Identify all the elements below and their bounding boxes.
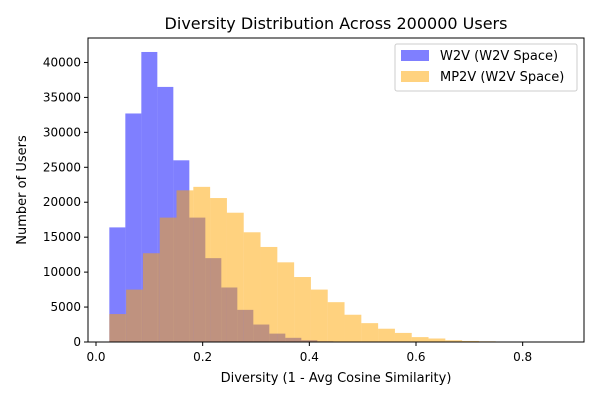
y-tick-label: 10000: [43, 265, 81, 279]
histogram-bar: [412, 337, 429, 342]
y-tick-label: 15000: [43, 230, 81, 244]
histogram-bar: [193, 187, 210, 342]
y-axis-label: Number of Users: [15, 135, 30, 245]
x-axis-label: Diversity (1 - Avg Cosine Similarity): [221, 371, 452, 386]
legend: W2V (W2V Space) MP2V (W2V Space): [395, 44, 577, 91]
histogram-bar: [311, 290, 328, 342]
histogram-bar: [261, 247, 278, 342]
histogram-bar: [143, 253, 160, 342]
histogram-bar: [378, 329, 395, 342]
legend-label-mp2v: MP2V (W2V Space): [440, 70, 564, 85]
x-tick-label: 0.0: [86, 350, 105, 364]
histogram-bar: [429, 339, 446, 342]
x-axis: 0.0 0.2 0.4 0.6 0.8: [86, 342, 532, 364]
y-tick-label: 20000: [43, 195, 81, 209]
histogram-bar: [277, 262, 294, 342]
histogram-bar: [227, 213, 244, 342]
legend-label-w2v: W2V (W2V Space): [440, 49, 558, 64]
legend-swatch-mp2v: [401, 71, 429, 82]
histogram-bar: [328, 302, 345, 342]
histogram-bar: [395, 333, 412, 342]
x-tick-label: 0.6: [406, 350, 425, 364]
chart-title: Diversity Distribution Across 200000 Use…: [165, 14, 508, 33]
series-layer: [109, 52, 563, 342]
y-tick-label: 35000: [43, 90, 81, 104]
x-tick-label: 0.2: [193, 350, 212, 364]
y-tick-label: 0: [73, 335, 81, 349]
histogram-bar: [244, 232, 261, 342]
x-tick-label: 0.4: [300, 350, 319, 364]
series-mp2v: [109, 187, 563, 342]
histogram-bar: [294, 277, 311, 342]
legend-swatch-w2v: [401, 50, 429, 61]
histogram-bar: [345, 315, 362, 342]
y-tick-label: 5000: [50, 300, 81, 314]
y-tick-label: 25000: [43, 160, 81, 174]
y-tick-label: 40000: [43, 55, 81, 69]
histogram-bar: [361, 323, 378, 342]
y-axis: 0 5000 10000 15000 20000 25000 30000 35000 40000: [43, 55, 88, 349]
histogram-bar: [210, 198, 227, 342]
y-tick-label: 30000: [43, 125, 81, 139]
histogram-bar: [109, 314, 126, 342]
histogram-bar: [177, 190, 194, 342]
x-tick-label: 0.8: [513, 350, 532, 364]
histogram-bar: [126, 290, 143, 342]
histogram-bar: [160, 218, 177, 342]
